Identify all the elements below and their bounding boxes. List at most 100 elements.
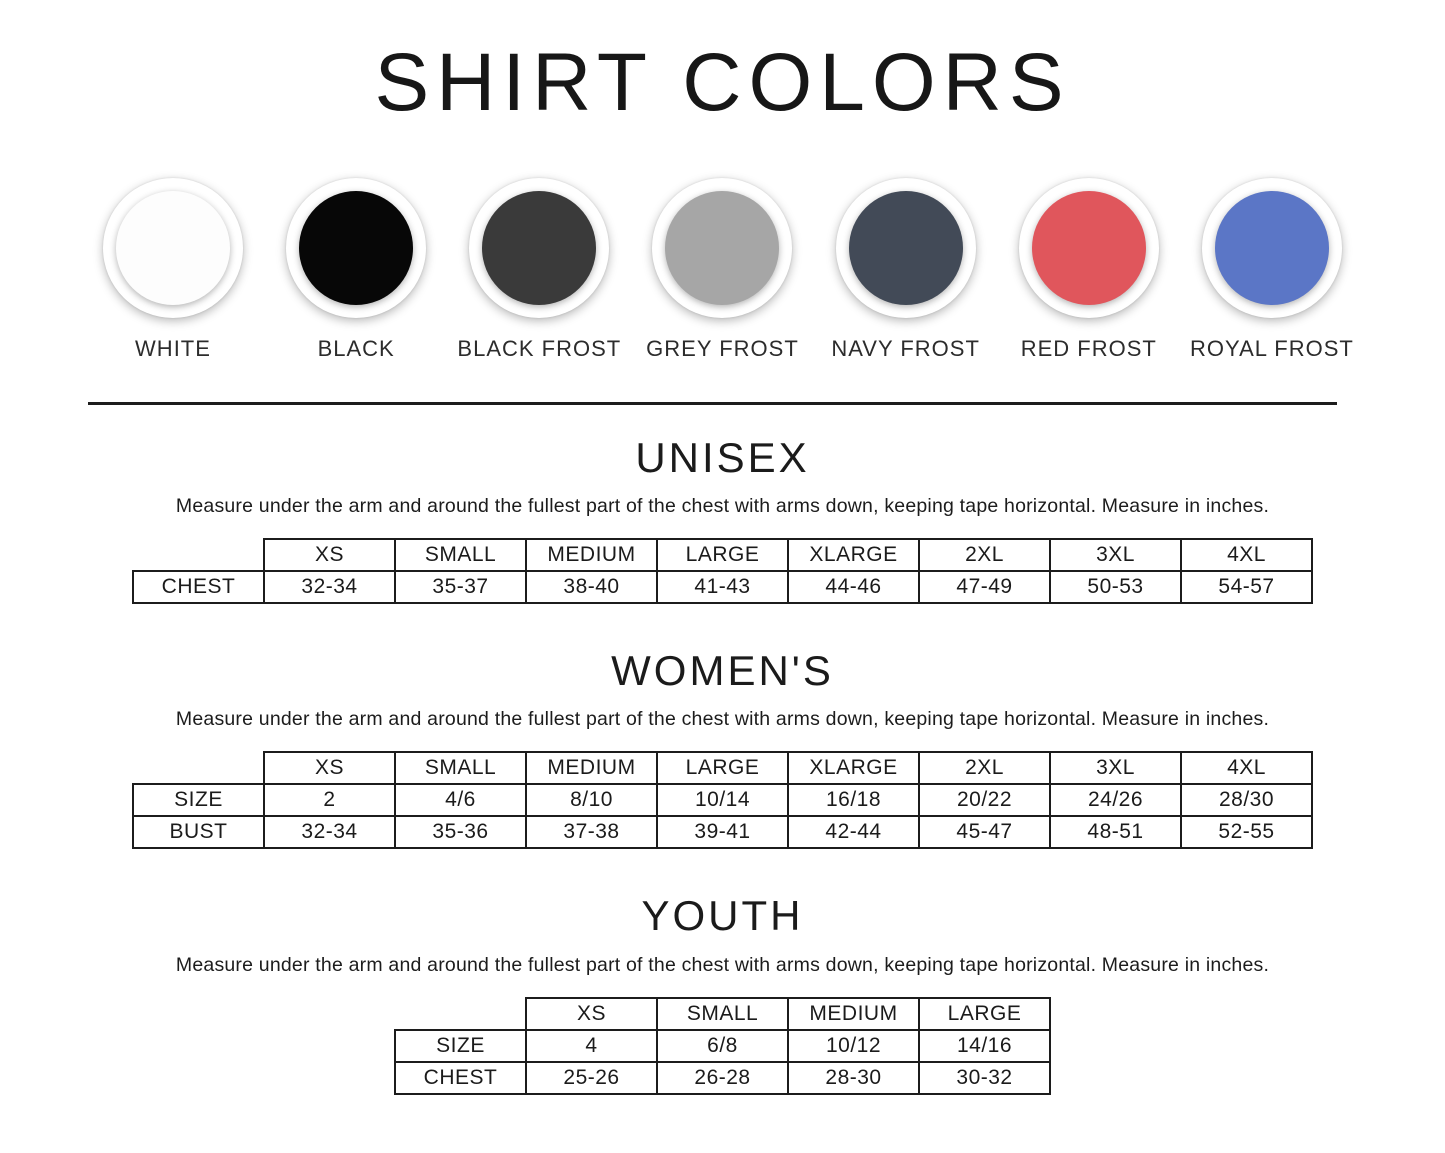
- swatch-color-fill: [1214, 191, 1329, 306]
- swatch-label: GREY FROST: [646, 336, 799, 362]
- corner-cell: [133, 752, 264, 784]
- size-value: 35-36: [394, 815, 527, 850]
- size-value: 44-46: [787, 570, 920, 605]
- table-row: SIZE 4 6/8 10/12 14/16: [394, 1028, 1051, 1063]
- size-section: UNISEX Measure under the arm and around …: [0, 434, 1445, 605]
- size-value: 32-34: [263, 815, 396, 850]
- swatch-color-fill: [665, 191, 780, 306]
- swatch-circle-icon: [652, 178, 793, 319]
- column-header: 4XL: [1180, 538, 1313, 573]
- swatch-label: NAVY FROST: [831, 336, 980, 362]
- measure-note: Measure under the arm and around the ful…: [175, 708, 1270, 731]
- column-header: XS: [263, 751, 396, 786]
- column-header: XLARGE: [787, 538, 920, 573]
- column-header: 3XL: [1049, 538, 1182, 573]
- section-title: YOUTH: [641, 892, 804, 940]
- size-value: 32-34: [263, 570, 396, 605]
- column-header: SMALL: [394, 538, 527, 573]
- column-header: 2XL: [918, 538, 1051, 573]
- swatch-row: WHITE BLACK BLACK FROST GREY FROST NAVY …: [88, 178, 1357, 362]
- column-header: 2XL: [918, 751, 1051, 786]
- size-value: 26-28: [656, 1060, 789, 1095]
- size-value: 20/22: [918, 783, 1051, 818]
- column-header: LARGE: [918, 996, 1051, 1031]
- size-section: WOMEN'S Measure under the arm and around…: [0, 647, 1445, 850]
- size-value: 52-55: [1180, 815, 1313, 850]
- color-swatch-item: NAVY FROST: [821, 178, 991, 362]
- color-swatch-item: BLACK: [271, 178, 441, 362]
- column-header: XS: [525, 996, 658, 1031]
- table-row: CHEST 32-34 35-37 38-40 41-43 44-46 47-49 50-53…: [132, 570, 1313, 605]
- row-label: SIZE: [394, 1028, 527, 1063]
- row-label: BUST: [132, 815, 265, 850]
- size-section: YOUTH Measure under the arm and around t…: [0, 892, 1445, 1095]
- swatch-circle-icon: [1018, 178, 1159, 319]
- column-header: MEDIUM: [787, 996, 920, 1031]
- size-value: 28-30: [787, 1060, 920, 1095]
- column-header: SMALL: [656, 996, 789, 1031]
- swatch-color-fill: [299, 191, 414, 306]
- size-value: 30-32: [918, 1060, 1051, 1095]
- row-label: CHEST: [394, 1060, 527, 1095]
- shirt-colors-page: SHIRT COLORS WHITE BLACK BLACK FROST GRE…: [0, 37, 1445, 1153]
- column-header: LARGE: [656, 751, 789, 786]
- size-value: 24/26: [1049, 783, 1182, 818]
- size-value: 54-57: [1180, 570, 1313, 605]
- size-value: 6/8: [656, 1028, 789, 1063]
- size-value: 10/14: [656, 783, 789, 818]
- column-header: XS: [263, 538, 396, 573]
- header-row: XS SMALL MEDIUM LARGE XLARGE 2XL 3XL 4XL: [133, 538, 1313, 573]
- column-header: MEDIUM: [525, 538, 658, 573]
- column-header: SMALL: [394, 751, 527, 786]
- size-chart-sections: UNISEX Measure under the arm and around …: [0, 434, 1445, 1095]
- swatch-label: BLACK: [317, 336, 395, 362]
- swatch-color-fill: [1031, 191, 1146, 306]
- header-row: XS SMALL MEDIUM LARGE XLARGE 2XL 3XL 4XL: [133, 751, 1313, 786]
- size-value: 39-41: [656, 815, 789, 850]
- swatch-label: BLACK FROST: [457, 336, 622, 362]
- size-value: 8/10: [525, 783, 658, 818]
- measure-note: Measure under the arm and around the ful…: [175, 953, 1270, 976]
- size-value: 45-47: [918, 815, 1051, 850]
- measure-note: Measure under the arm and around the ful…: [175, 495, 1270, 518]
- swatch-color-fill: [848, 191, 963, 306]
- color-swatch-item: GREY FROST: [637, 178, 807, 362]
- color-swatch-item: ROYAL FROST: [1187, 178, 1357, 362]
- size-chart-table: XS SMALL MEDIUM LARGE XLARGE 2XL 3XL 4XL SIZE 2 4…: [132, 751, 1313, 850]
- color-swatch-item: RED FROST: [1004, 178, 1174, 362]
- row-label: SIZE: [132, 783, 265, 818]
- size-chart-table: XS SMALL MEDIUM LARGE SIZE 4 6/8 10/12 14/16 CHE…: [394, 996, 1051, 1095]
- table-row: BUST 32-34 35-36 37-38 39-41 42-44 45-47 48-51 5…: [132, 815, 1313, 850]
- row-label: CHEST: [132, 570, 265, 605]
- size-value: 2: [263, 783, 396, 818]
- divider-line: [88, 402, 1337, 406]
- swatch-circle-icon: [835, 178, 976, 319]
- size-value: 35-37: [394, 570, 527, 605]
- size-value: 10/12: [787, 1028, 920, 1063]
- size-chart-table: XS SMALL MEDIUM LARGE XLARGE 2XL 3XL 4XL CHEST 3…: [132, 538, 1313, 605]
- size-value: 50-53: [1049, 570, 1182, 605]
- size-value: 47-49: [918, 570, 1051, 605]
- corner-cell: [395, 998, 526, 1030]
- swatch-circle-icon: [1201, 178, 1342, 319]
- size-value: 48-51: [1049, 815, 1182, 850]
- header-row: XS SMALL MEDIUM LARGE: [395, 996, 1051, 1031]
- corner-cell: [133, 539, 264, 571]
- swatch-color-fill: [116, 191, 230, 306]
- size-value: 38-40: [525, 570, 658, 605]
- column-header: XLARGE: [787, 751, 920, 786]
- size-value: 41-43: [656, 570, 789, 605]
- size-value: 4: [525, 1028, 658, 1063]
- color-swatch-item: WHITE: [88, 178, 258, 362]
- column-header: 4XL: [1180, 751, 1313, 786]
- swatch-color-fill: [482, 191, 597, 306]
- column-header: 3XL: [1049, 751, 1182, 786]
- size-value: 25-26: [525, 1060, 658, 1095]
- swatch-circle-icon: [103, 178, 243, 319]
- page-title: SHIRT COLORS: [374, 37, 1071, 128]
- table-row: SIZE 2 4/6 8/10 10/14 16/18 20/22 24/26 28/30: [132, 783, 1313, 818]
- size-value: 42-44: [787, 815, 920, 850]
- section-title: WOMEN'S: [611, 647, 834, 695]
- color-swatch-item: BLACK FROST: [454, 178, 624, 362]
- column-header: MEDIUM: [525, 751, 658, 786]
